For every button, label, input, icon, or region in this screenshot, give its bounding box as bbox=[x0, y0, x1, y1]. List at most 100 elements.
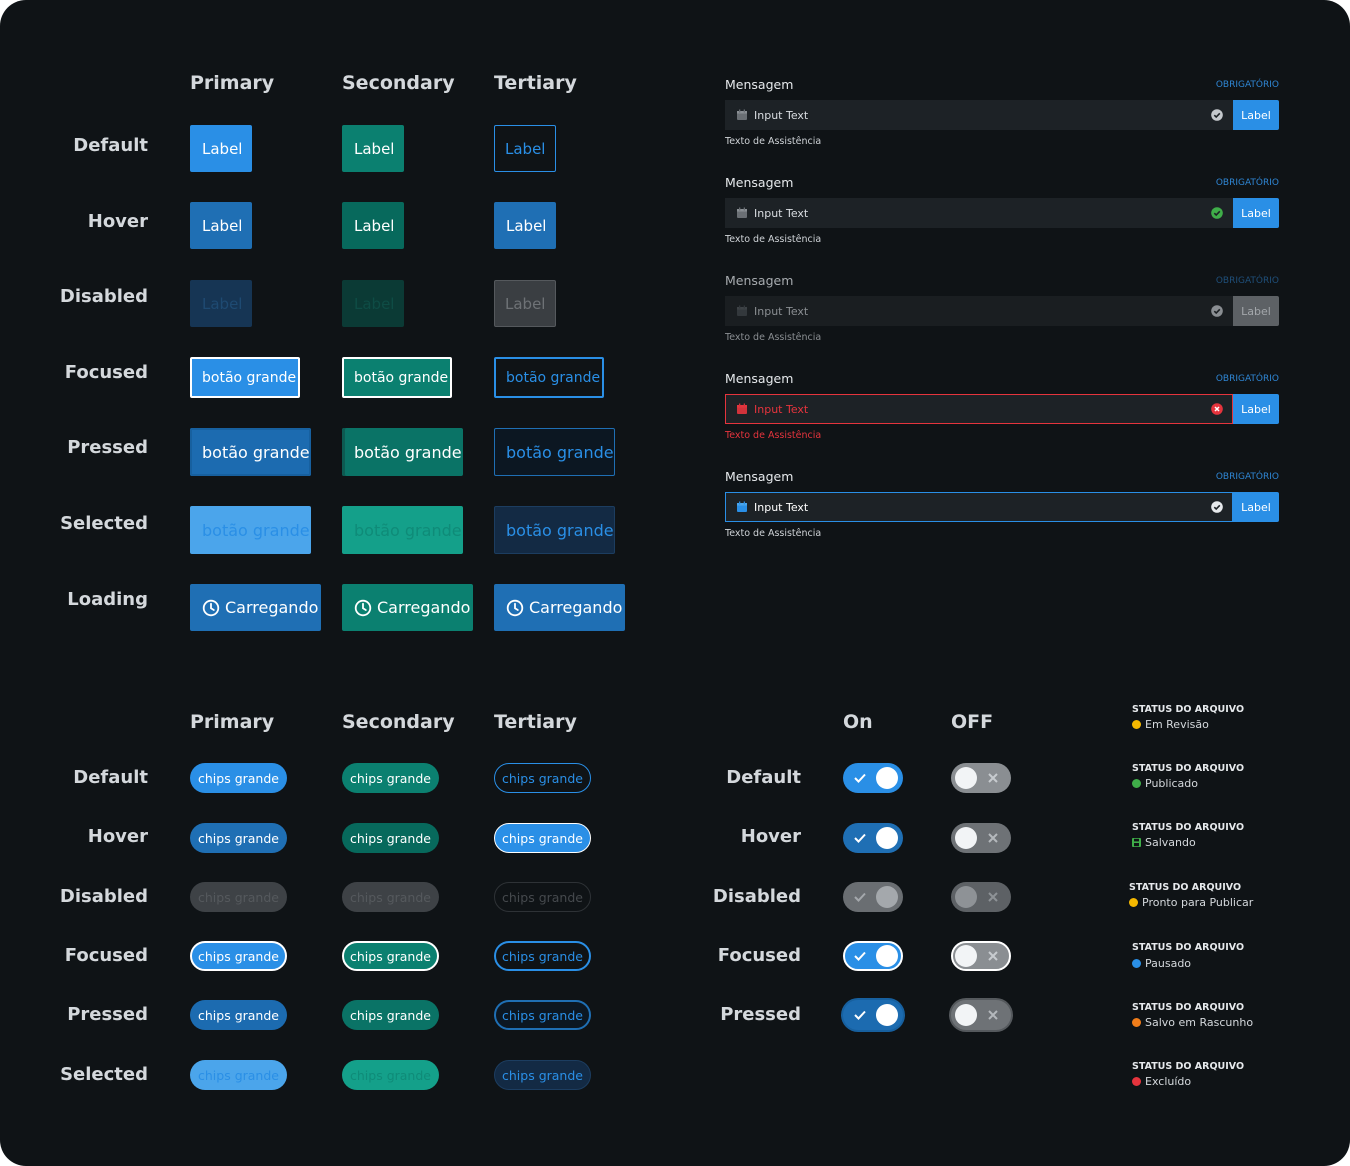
button-secondary-default[interactable]: Label bbox=[342, 125, 404, 172]
helper-text: Texto de Assistência bbox=[725, 528, 822, 539]
calendar-icon bbox=[737, 207, 747, 218]
toggle-off-default[interactable] bbox=[951, 763, 1011, 793]
chips-row-disabled: Disabled bbox=[59, 886, 148, 907]
chips-row-selected: Selected bbox=[60, 1064, 148, 1085]
chip-primary-default[interactable]: chips grande bbox=[190, 763, 287, 793]
status-value: Em Revisão bbox=[1145, 718, 1209, 731]
chip-primary-focused[interactable]: chips grande bbox=[190, 941, 287, 971]
status-badge: Pausado bbox=[1132, 957, 1191, 970]
field-action-button[interactable]: Label bbox=[1233, 198, 1279, 228]
status-value: Salvo em Rascunho bbox=[1145, 1016, 1254, 1029]
toggles-row-pressed: Pressed bbox=[720, 1004, 801, 1025]
button-secondary-pressed[interactable]: botão grande bbox=[342, 428, 463, 476]
button-secondary-hover[interactable]: Label bbox=[342, 202, 404, 249]
chip-tertiary-disabled: chips grande bbox=[494, 882, 591, 912]
button-tertiary-selected[interactable]: botão grande bbox=[494, 506, 615, 554]
status-title: STATUS DO ARQUIVO bbox=[1132, 822, 1245, 833]
button-secondary-disabled: Label bbox=[342, 280, 404, 327]
toggle-knob bbox=[955, 767, 977, 789]
toggle-on-focused[interactable] bbox=[843, 941, 903, 971]
chip-secondary-pressed[interactable]: chips grande bbox=[342, 1000, 439, 1030]
check-circle-icon bbox=[1211, 109, 1223, 121]
button-primary-selected[interactable]: botão grande bbox=[190, 506, 311, 554]
chip-tertiary-hover[interactable]: chips grande bbox=[494, 823, 591, 853]
button-secondary-loading[interactable]: Carregando bbox=[342, 584, 473, 631]
toggle-off-pressed[interactable] bbox=[951, 1000, 1011, 1030]
status-title: STATUS DO ARQUIVO bbox=[1132, 1061, 1245, 1072]
chip-secondary-hover[interactable]: chips grande bbox=[342, 823, 439, 853]
status-dot-icon bbox=[1132, 720, 1141, 729]
button-tertiary-focused[interactable]: botão grande bbox=[494, 357, 604, 398]
check-icon bbox=[854, 892, 866, 902]
button-secondary-focused[interactable]: botão grande bbox=[342, 357, 452, 398]
toggle-on-pressed[interactable] bbox=[843, 1000, 903, 1030]
toggles-row-disabled: Disabled bbox=[712, 886, 801, 907]
status-badge: Pronto para Publicar bbox=[1129, 896, 1253, 909]
loading-label: Carregando bbox=[529, 598, 623, 617]
status-title: STATUS DO ARQUIVO bbox=[1132, 763, 1245, 774]
chip-secondary-default[interactable]: chips grande bbox=[342, 763, 439, 793]
check-icon bbox=[854, 1010, 866, 1020]
check-circle-icon bbox=[1211, 501, 1223, 513]
field-action-button[interactable]: Label bbox=[1233, 100, 1279, 130]
status-badge: Salvo em Rascunho bbox=[1132, 1016, 1253, 1029]
chips-row-default: Default bbox=[73, 767, 148, 788]
chip-secondary-selected[interactable]: chips grande bbox=[342, 1060, 439, 1090]
button-primary-pressed[interactable]: botão grande bbox=[190, 428, 311, 476]
toggle-on-hover[interactable] bbox=[843, 823, 903, 853]
toggle-on-default[interactable] bbox=[843, 763, 903, 793]
field-action-button[interactable]: Label bbox=[1233, 394, 1279, 424]
required-badge: OBRIGATÓRIO bbox=[1215, 276, 1279, 286]
check-icon bbox=[854, 833, 866, 843]
toggle-knob bbox=[955, 886, 977, 908]
chip-tertiary-pressed[interactable]: chips grande bbox=[494, 1000, 591, 1030]
text-input-focused[interactable]: Input Text bbox=[725, 492, 1233, 522]
button-tertiary-default[interactable]: Label bbox=[494, 125, 556, 172]
chip-primary-hover[interactable]: chips grande bbox=[190, 823, 287, 853]
text-input-error[interactable]: Input Text bbox=[725, 394, 1233, 424]
button-secondary-selected[interactable]: botão grande bbox=[342, 506, 463, 554]
toggles-col-on: On bbox=[843, 711, 873, 733]
chip-tertiary-default[interactable]: chips grande bbox=[494, 763, 591, 793]
close-icon bbox=[988, 833, 998, 843]
chips-row-pressed: Pressed bbox=[67, 1004, 148, 1025]
calendar-icon bbox=[737, 305, 747, 316]
status-dot-icon bbox=[1132, 959, 1141, 968]
chips-row-hover: Hover bbox=[87, 826, 148, 847]
button-tertiary-pressed[interactable]: botão grande bbox=[494, 428, 615, 476]
status-badge: Salvando bbox=[1132, 836, 1196, 849]
check-circle-icon bbox=[1211, 207, 1223, 219]
buttons-col-secondary: Secondary bbox=[342, 72, 455, 94]
text-input-default[interactable]: Input Text bbox=[725, 100, 1233, 130]
loading-label: Carregando bbox=[225, 598, 319, 617]
loading-label: Carregando bbox=[377, 598, 471, 617]
chip-tertiary-focused[interactable]: chips grande bbox=[494, 941, 591, 971]
field-label: Mensagem bbox=[725, 77, 794, 92]
button-tertiary-hover[interactable]: Label bbox=[494, 202, 556, 249]
input-text: Input Text bbox=[754, 304, 809, 318]
required-badge: OBRIGATÓRIO bbox=[1215, 472, 1279, 482]
status-badge: Em Revisão bbox=[1132, 718, 1209, 731]
button-primary-loading[interactable]: Carregando bbox=[190, 584, 321, 631]
button-primary-default[interactable]: Label bbox=[190, 125, 252, 172]
helper-text: Texto de Assistência bbox=[725, 332, 822, 343]
toggle-off-focused[interactable] bbox=[951, 941, 1011, 971]
toggle-knob bbox=[876, 945, 898, 967]
button-tertiary-loading[interactable]: Carregando bbox=[494, 584, 625, 631]
chip-primary-selected[interactable]: chips grande bbox=[190, 1060, 287, 1090]
status-title: STATUS DO ARQUIVO bbox=[1129, 882, 1242, 893]
toggle-knob bbox=[955, 827, 977, 849]
status-title: STATUS DO ARQUIVO bbox=[1132, 942, 1245, 953]
chip-primary-pressed[interactable]: chips grande bbox=[190, 1000, 287, 1030]
field-action-button[interactable]: Label bbox=[1233, 492, 1279, 522]
status-value: Pausado bbox=[1145, 957, 1192, 970]
calendar-icon bbox=[737, 109, 747, 120]
toggle-off-hover[interactable] bbox=[951, 823, 1011, 853]
chip-secondary-focused[interactable]: chips grande bbox=[342, 941, 439, 971]
toggles-row-hover: Hover bbox=[740, 826, 801, 847]
button-primary-focused[interactable]: botão grande bbox=[190, 357, 300, 398]
clock-icon bbox=[506, 599, 524, 616]
text-input-success[interactable]: Input Text bbox=[725, 198, 1233, 228]
button-primary-hover[interactable]: Label bbox=[190, 202, 252, 249]
chip-tertiary-selected[interactable]: chips grande bbox=[494, 1060, 591, 1090]
